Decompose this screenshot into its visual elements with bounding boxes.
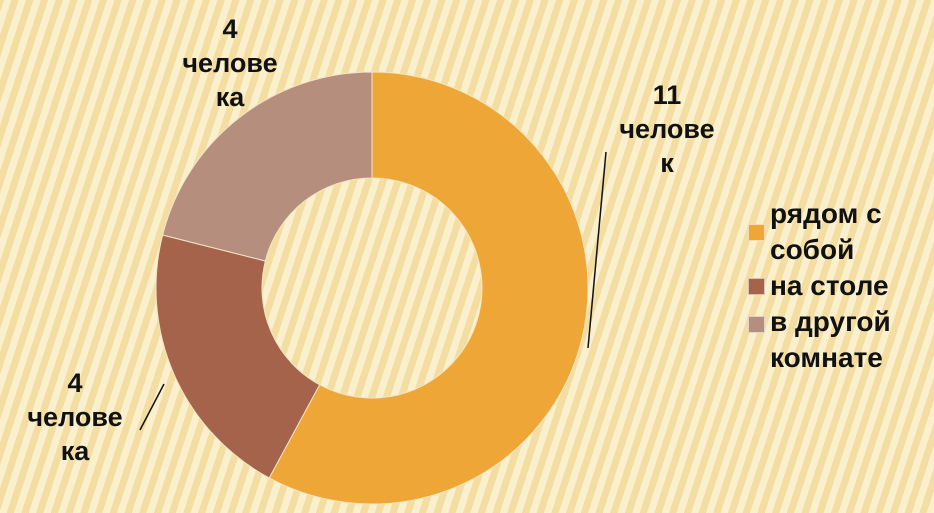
legend-label-line: собой [770,234,855,265]
donut-slice-other-room [162,71,373,262]
data-label-value: 4 [222,14,238,44]
data-label-unit: челове [27,402,123,432]
leader-line-near-me [587,151,607,349]
data-label-other-room: 4 челове ка [155,12,305,114]
legend-item-near-me: рядом с собой [748,196,934,268]
legend-swatch-on-table [748,278,765,295]
donut-slice-near-me [268,71,589,505]
data-label-unit: челове [619,114,715,144]
chart-legend: рядом с собой на столе в другой комнате [748,196,934,376]
data-label-value: 4 [67,368,83,398]
legend-label-line: комнате [770,342,883,373]
legend-item-on-table: на столе [748,268,934,304]
legend-label-line: рядом с [770,198,882,229]
donut-slice-on-table [155,234,321,479]
legend-swatch-other-room [748,316,765,333]
leader-line-on-table [139,383,165,431]
data-label-unit: челове [182,48,278,78]
data-label-unit-suffix: ка [215,82,245,112]
legend-label-line: на столе [770,270,889,301]
data-label-unit-suffix: ка [60,436,90,466]
legend-label-line: в другой [770,306,891,337]
data-label-unit-suffix: к [660,148,674,178]
legend-item-other-room: в другой комнате [748,304,934,376]
data-label-near-me: 11 челове к [592,78,742,180]
legend-swatch-near-me [748,224,765,241]
data-label-on-table: 4 челове ка [0,366,150,468]
data-label-value: 11 [652,80,682,110]
